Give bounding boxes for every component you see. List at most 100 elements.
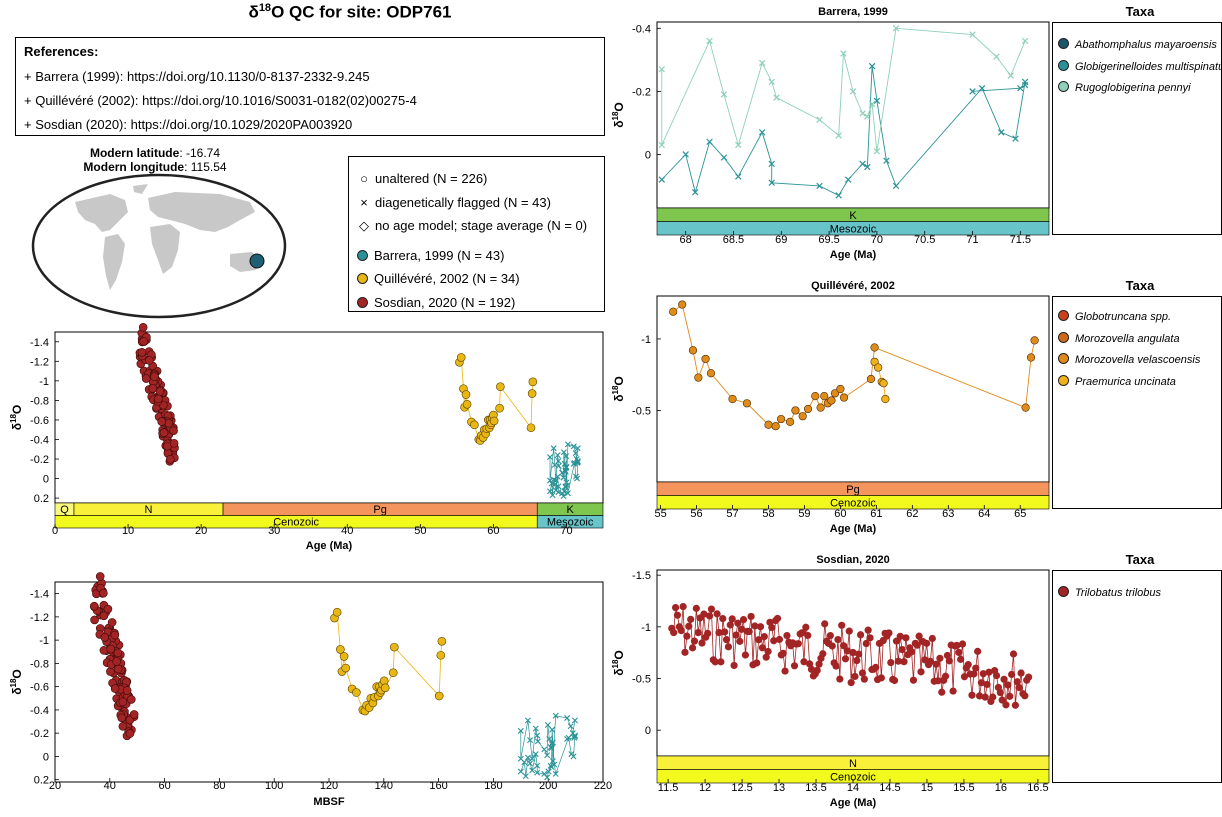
data-point	[915, 632, 923, 640]
reference-line: + Sosdian (2020): https://doi.org/10.102…	[24, 117, 353, 132]
data-point	[843, 647, 851, 655]
data-point	[555, 457, 562, 464]
data-point	[670, 629, 678, 637]
x-tick-label: 65	[1014, 508, 1026, 520]
site-coordinates: Modern latitude: -16.74 Modern longitude…	[83, 146, 227, 174]
data-point	[563, 464, 570, 471]
data-point	[758, 644, 767, 652]
data-point	[832, 662, 840, 670]
taxon-dot-icon	[1058, 310, 1069, 321]
data-point	[99, 588, 108, 598]
references-header: References:	[24, 44, 99, 59]
data-point	[138, 322, 148, 332]
taxa-header: Taxa	[1125, 278, 1155, 293]
y-axis-label: δ18O	[611, 102, 626, 128]
x-tick-label: 100	[265, 780, 283, 792]
data-point	[996, 688, 1004, 697]
data-point	[564, 490, 571, 497]
data-point	[969, 88, 976, 95]
data-point	[95, 572, 105, 581]
chart-barrera: K Mesozoic 68 68.5 69 69.5 70 70.5 71 71.5 -0.4 -0.…	[611, 6, 1050, 261]
data-point	[90, 615, 99, 625]
data-point	[524, 717, 531, 724]
x-tick-label: 40	[104, 780, 116, 792]
y-tick-label: 0	[43, 751, 49, 763]
data-point	[532, 751, 539, 758]
data-point	[552, 477, 559, 484]
data-point	[527, 737, 534, 744]
x-tick-label: 20	[49, 780, 61, 792]
data-point	[571, 734, 578, 741]
data-point	[816, 403, 825, 412]
x-tick-label: 80	[213, 780, 225, 792]
x-axis-label: Age (Ma)	[830, 249, 877, 261]
data-point	[868, 62, 876, 70]
data-point	[517, 727, 524, 734]
chart-age_all: Q N Pg K Cenozoic Mesozoic 0 10 20 30 40 50 60 70 -1.4…	[9, 331, 604, 552]
data-point	[704, 629, 712, 637]
taxon-dot-icon	[1058, 586, 1069, 597]
data-point	[992, 671, 1001, 680]
data-point	[549, 726, 556, 733]
data-point	[125, 729, 135, 738]
data-point	[564, 715, 571, 722]
data-point	[949, 687, 957, 695]
data-point	[107, 618, 117, 627]
data-point	[923, 639, 931, 647]
era-band-label: Cenozoic	[273, 517, 319, 529]
epoch-band-label: K	[566, 504, 574, 516]
data-point	[958, 640, 967, 648]
data-point	[1013, 678, 1021, 686]
data-point	[341, 663, 351, 673]
data-point	[462, 400, 472, 409]
cross-icon: ×	[360, 194, 368, 210]
data-point	[159, 428, 169, 438]
data-point	[859, 160, 866, 168]
data-point	[89, 601, 99, 611]
y-tick-label: -1	[641, 334, 651, 346]
data-point	[820, 392, 829, 401]
data-point	[1007, 72, 1014, 79]
data-point	[890, 676, 899, 685]
data-point	[985, 668, 993, 676]
legend-item-quillevere: Quillévéré, 2002 (N = 34)	[357, 267, 596, 291]
data-point	[522, 773, 529, 780]
data-point	[705, 612, 714, 620]
data-point	[734, 619, 742, 627]
y-tick-label: -1	[39, 376, 49, 388]
taxa-item: Morozovella velascoensis	[1058, 350, 1216, 372]
diamond-icon: ◇	[359, 218, 369, 233]
era-band	[656, 495, 1050, 510]
data-point	[569, 730, 576, 737]
data-point	[828, 642, 836, 650]
y-axis-label: δ18O	[9, 405, 24, 431]
x-tick-label: 120	[320, 780, 338, 792]
data-point	[970, 670, 978, 678]
x-tick-label: 70	[560, 525, 572, 537]
y-tick-label: -0.4	[30, 705, 49, 717]
x-tick-label: 14	[847, 782, 859, 794]
data-point	[692, 604, 700, 612]
x-tick-label: 58	[762, 508, 774, 520]
data-point	[838, 621, 846, 629]
sosdian-cloud-age	[135, 322, 581, 500]
data-point	[529, 767, 536, 774]
data-point	[706, 369, 716, 378]
data-point	[148, 384, 158, 393]
data-point	[768, 624, 776, 632]
x-tick-label: 71	[966, 234, 978, 246]
chart-mbsf_all: 20 40 60 80 100 120 140 160 180 200 220 -1.4 -1.2 -1 -…	[9, 581, 612, 808]
x-tick-label: 50	[414, 525, 426, 537]
taxa-item: Abathomphalus mayaroensis	[1058, 35, 1217, 57]
data-point	[122, 686, 132, 695]
data-point	[756, 623, 765, 631]
data-point	[470, 420, 479, 430]
data-point	[169, 426, 178, 435]
data-point	[938, 688, 946, 696]
data-point	[989, 693, 997, 701]
data-point	[127, 695, 136, 704]
taxa-item: Praemurica uncinata	[1058, 372, 1216, 394]
data-point	[741, 651, 750, 659]
data-point	[100, 633, 110, 642]
taxa-item: Morozovella angulata	[1058, 329, 1216, 351]
